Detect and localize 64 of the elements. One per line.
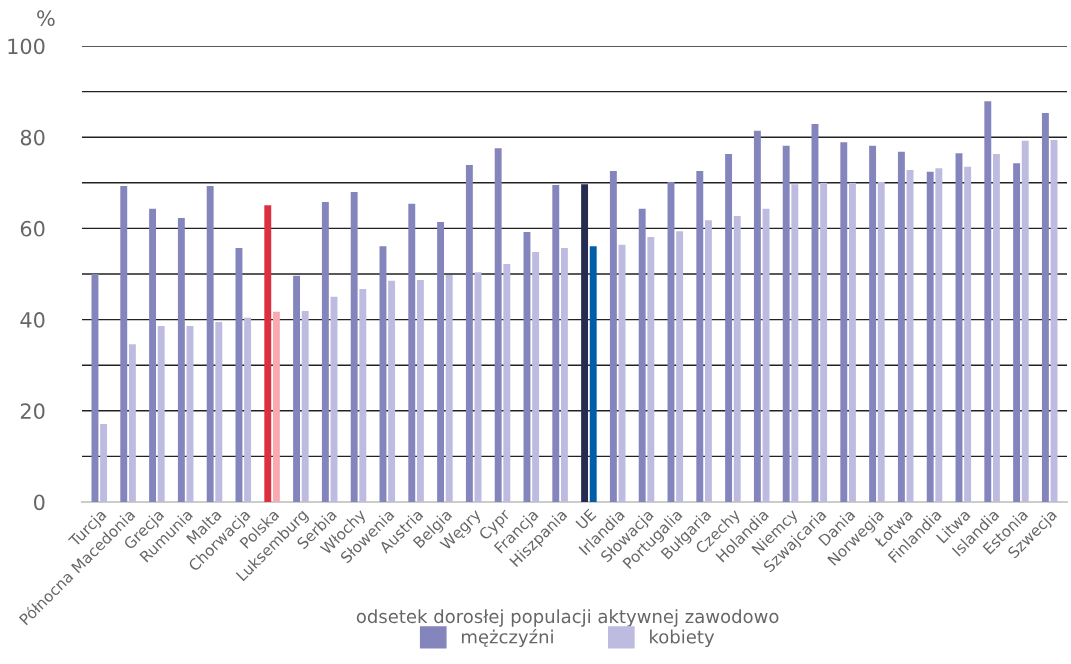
bar xyxy=(877,181,885,502)
bar xyxy=(992,154,1000,502)
bar xyxy=(264,205,272,502)
bar xyxy=(437,222,445,502)
bar xyxy=(647,237,655,502)
bar xyxy=(897,151,905,502)
x-axis-title: odsetek dorosłej populacji aktywnej zawodowo xyxy=(356,609,779,627)
bar xyxy=(128,344,136,502)
y-axis-title: % xyxy=(37,10,55,27)
y-tick-label: 80 xyxy=(20,129,45,146)
bar xyxy=(733,216,741,502)
y-tick-label: 0 xyxy=(34,494,45,511)
bar xyxy=(416,279,424,502)
bar xyxy=(408,203,416,502)
bar xyxy=(157,325,165,502)
bar xyxy=(177,217,185,502)
legend-label: mężczyźni xyxy=(461,628,553,648)
bar xyxy=(494,148,502,502)
bar xyxy=(820,182,828,502)
bar xyxy=(100,424,108,502)
bar xyxy=(926,171,934,502)
bar xyxy=(350,191,358,502)
bar xyxy=(753,130,761,502)
y-tick-label: 40 xyxy=(20,312,45,328)
bar xyxy=(321,201,329,502)
bar xyxy=(1021,140,1029,502)
bar xyxy=(215,321,223,502)
bar xyxy=(272,311,280,502)
bar xyxy=(869,145,877,502)
bar xyxy=(935,168,943,502)
bar xyxy=(609,170,617,502)
bar xyxy=(359,289,367,502)
bar xyxy=(244,317,252,502)
bar xyxy=(638,208,646,502)
bar xyxy=(964,166,972,502)
bar xyxy=(301,310,309,502)
bar xyxy=(552,185,560,502)
bar xyxy=(293,275,301,502)
y-tick-label: 60 xyxy=(20,220,45,237)
bar xyxy=(848,182,856,502)
bar xyxy=(791,184,799,502)
bar xyxy=(589,246,597,502)
bar xyxy=(1041,113,1049,502)
bar xyxy=(676,231,684,502)
bar xyxy=(984,101,992,502)
bar xyxy=(532,252,540,502)
bar xyxy=(581,184,589,502)
bar xyxy=(840,142,848,502)
bar xyxy=(560,248,568,502)
bar xyxy=(1013,163,1021,502)
bar xyxy=(445,274,453,502)
bar xyxy=(465,165,473,502)
bar xyxy=(782,145,790,502)
bar xyxy=(120,185,128,502)
y-tick-label: 100 xyxy=(8,38,45,55)
bar xyxy=(206,185,214,502)
bar xyxy=(725,154,733,502)
y-tick-label: 20 xyxy=(20,403,45,420)
bar xyxy=(696,170,704,502)
bar xyxy=(503,263,511,502)
legend-label: kobiety xyxy=(650,629,715,648)
bar xyxy=(704,220,712,502)
bar xyxy=(149,208,157,502)
bar xyxy=(388,280,396,502)
